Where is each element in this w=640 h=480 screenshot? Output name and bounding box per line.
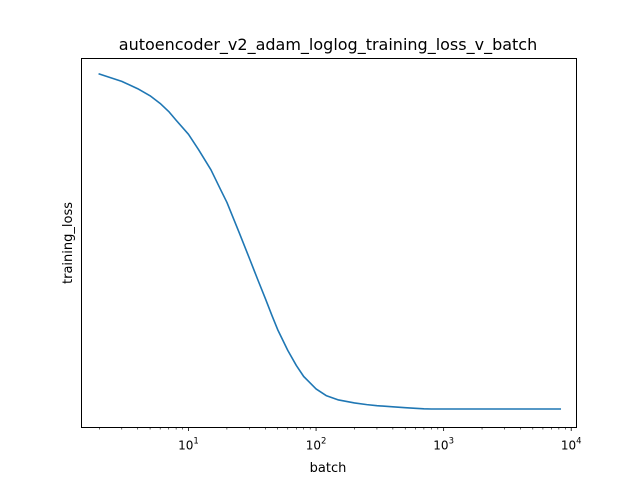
x-tick-label: 103 xyxy=(433,437,454,453)
x-tick-label-base: 10 xyxy=(178,439,193,453)
x-tick-label: 101 xyxy=(178,437,199,453)
x-axis-ticks: 101 102 103 104 xyxy=(99,427,582,453)
x-tick-label-base: 10 xyxy=(306,439,321,453)
x-tick-label-exponent: 4 xyxy=(576,437,581,447)
x-tick-label: 104 xyxy=(561,437,582,453)
x-tick-label-exponent: 1 xyxy=(193,437,198,447)
x-axis-label: batch xyxy=(310,461,347,476)
chart-title: autoencoder_v2_adam_loglog_training_loss… xyxy=(119,35,537,55)
plot-frame xyxy=(81,58,577,428)
x-tick-label: 102 xyxy=(306,437,327,453)
x-tick-label-exponent: 2 xyxy=(321,437,326,447)
training-loss-line xyxy=(98,72,562,410)
x-tick-label-base: 10 xyxy=(561,439,576,453)
plot-series xyxy=(98,72,562,410)
x-tick-label-exponent: 3 xyxy=(449,437,454,447)
y-axis-label: training_loss xyxy=(61,202,76,284)
x-tick-label-base: 10 xyxy=(433,439,448,453)
